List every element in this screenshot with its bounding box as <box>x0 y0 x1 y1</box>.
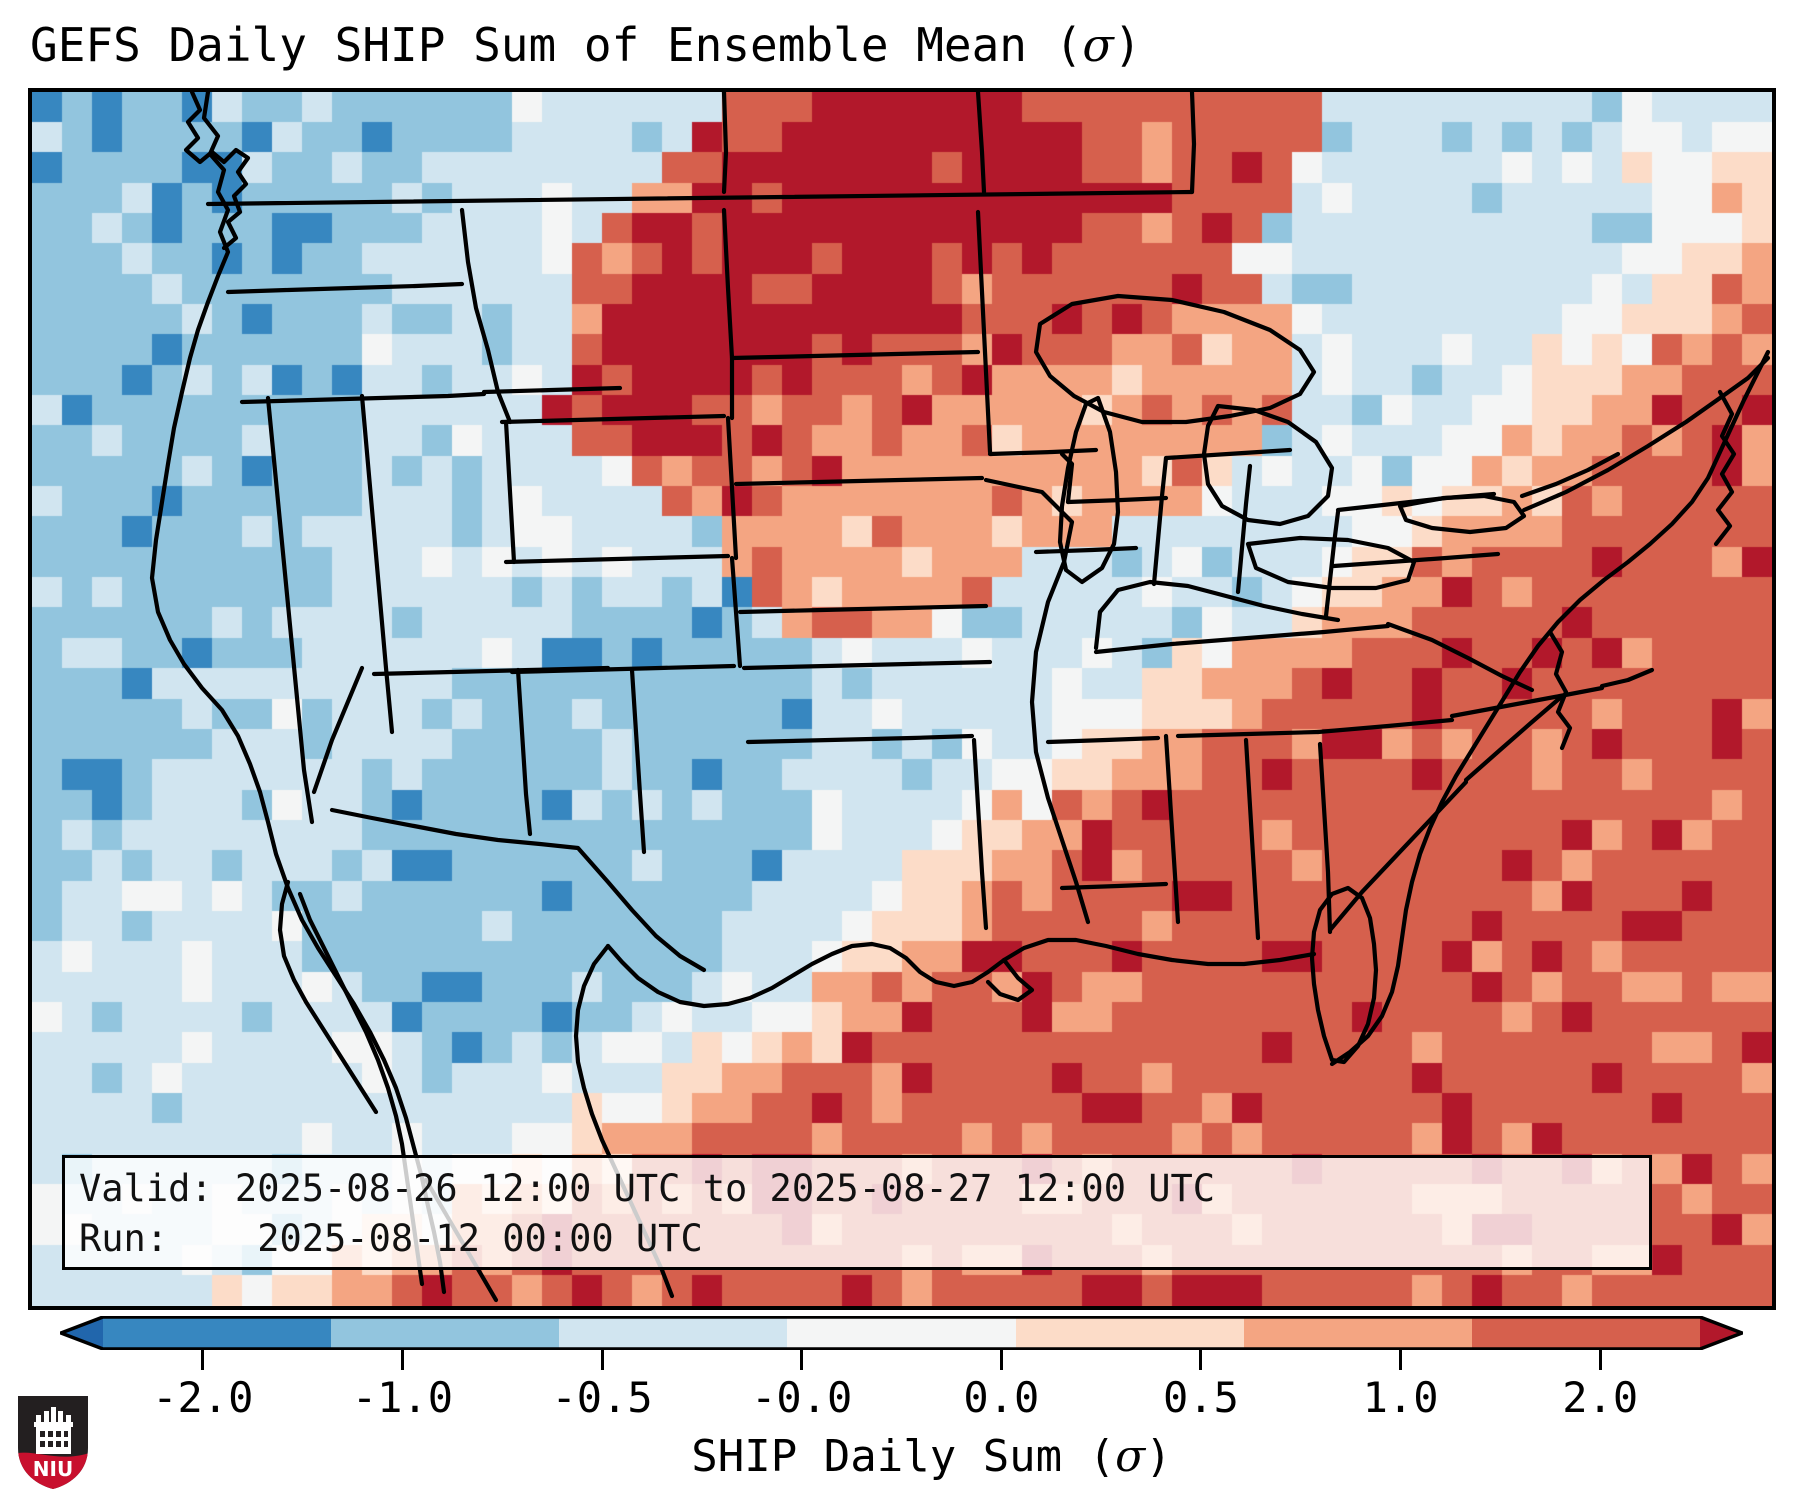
colorbar-axis-label: SHIP Daily Sum (σ) <box>0 1428 1803 1486</box>
colorbar-tick-label-6: 1.0 <box>1362 1373 1439 1422</box>
logo-text: NIU <box>33 1457 73 1481</box>
colorbar-tick-label-3: -0.0 <box>751 1373 853 1422</box>
colorbar-segment-3 <box>787 1316 1016 1350</box>
sigma-symbol: σ <box>1082 18 1114 72</box>
colorbar-tick-7 <box>1598 1350 1602 1370</box>
map-panel[interactable] <box>28 88 1776 1310</box>
colorbar-tick-label-1: -1.0 <box>351 1373 454 1422</box>
page-title: GEFS Daily SHIP Sum of Ensemble Mean (σ) <box>30 14 1775 76</box>
colorbar-tick-labels: -2.0 -1.0 -0.5 -0.0 0.0 0.5 1.0 2.0 <box>0 1372 1803 1428</box>
colorbar-segments <box>103 1316 1700 1350</box>
colorbar-segment-0 <box>103 1316 332 1350</box>
colorbar-under-arrow <box>60 1316 103 1350</box>
colorbar-tick-label-7: 2.0 <box>1562 1373 1639 1422</box>
colorbar-tick-6 <box>1399 1350 1403 1370</box>
run-time-line: Run: 2025-08-12 00:00 UTC <box>79 1217 703 1260</box>
colorbar-tick-5 <box>1199 1350 1203 1370</box>
colorbar-tick-label-2: -0.5 <box>551 1373 653 1422</box>
colorbar-segment-5 <box>1243 1316 1472 1350</box>
cbar-sigma-symbol: σ <box>1115 1431 1146 1482</box>
colorbar-tick-4 <box>999 1350 1003 1370</box>
title-suffix: ) <box>1113 18 1142 72</box>
colorbar-tick-2 <box>600 1350 604 1370</box>
colorbar-segment-1 <box>331 1316 560 1350</box>
cbar-label-suffix: ) <box>1145 1431 1172 1482</box>
map-canvas-area <box>32 92 1772 1306</box>
niu-logo[interactable]: NIU <box>12 1392 94 1492</box>
colorbar-segment-6 <box>1471 1316 1700 1350</box>
tower-windows <box>40 1431 68 1447</box>
colorbar-tick-0 <box>201 1350 205 1370</box>
forecast-time-annotation: Valid: 2025-08-26 12:00 UTC to 2025-08-2… <box>62 1155 1652 1270</box>
colorbar-segment-4 <box>1015 1316 1244 1350</box>
title-text: GEFS Daily SHIP Sum of Ensemble Mean ( <box>30 18 1083 72</box>
colorbar-tick-label-5: 0.5 <box>1163 1373 1239 1422</box>
colorbar-segment-2 <box>559 1316 788 1350</box>
colorbar-tick-1 <box>400 1350 404 1370</box>
cbar-label-text: SHIP Daily Sum ( <box>691 1431 1116 1482</box>
colorbar[interactable] <box>60 1316 1743 1350</box>
colorbar-tick-label-4: 0.0 <box>963 1373 1040 1422</box>
colorbar-tick-3 <box>800 1350 804 1370</box>
colorbar-ticks <box>60 1350 1743 1370</box>
valid-time-line: Valid: 2025-08-26 12:00 UTC to 2025-08-2… <box>79 1167 1216 1210</box>
ship-anomaly-heatmap <box>32 92 1772 1306</box>
colorbar-tick-label-0: -2.0 <box>152 1373 254 1422</box>
colorbar-over-arrow <box>1700 1316 1743 1350</box>
